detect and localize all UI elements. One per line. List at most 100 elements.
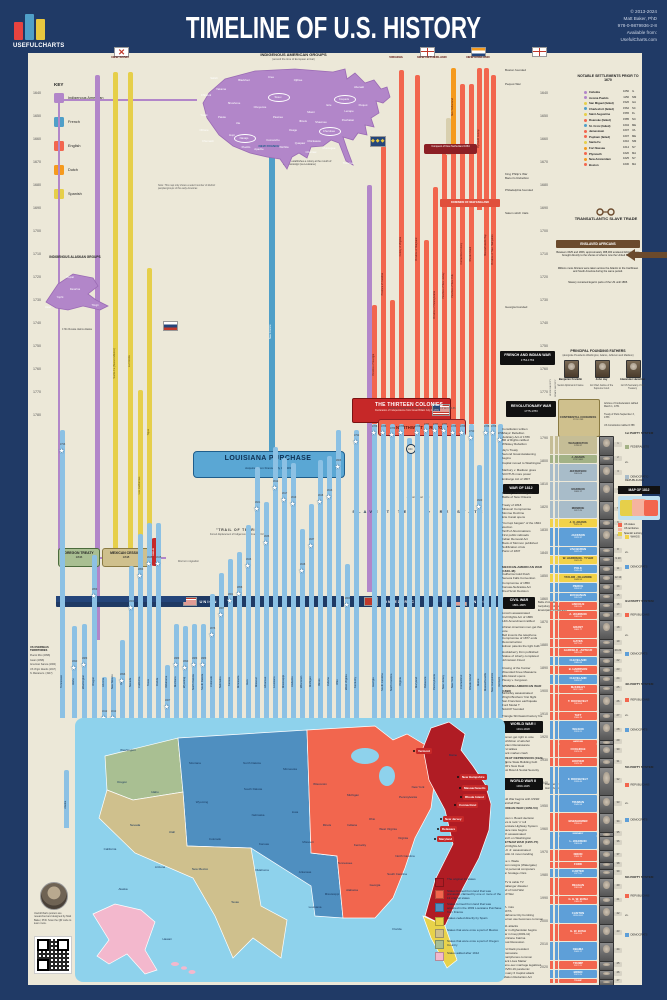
settlement-loc: ME (632, 134, 637, 138)
party-chip: FEDERALISTS (625, 445, 665, 450)
year-tick-right: 1650 (540, 114, 548, 118)
settlement-name: San Miguel (failed) (589, 101, 614, 106)
statehood-star: ★ (226, 597, 233, 605)
president-number: 39 (614, 870, 622, 875)
tribe-label: Pequot (358, 103, 368, 107)
statehood-star: ★ (496, 436, 503, 444)
state-bar: Missouri (255, 467, 260, 718)
event-line: Compromise of 1850 (502, 580, 530, 585)
president-box: VAN BUREN 1837-41 (559, 546, 597, 555)
colony-bar: Massachusetts Bay (484, 68, 489, 424)
state-bar-label: Virginia (399, 677, 403, 687)
year-tick-right: 1950 (540, 804, 548, 808)
house-majority-cell (550, 861, 553, 868)
state-bar: Connecticut (460, 424, 465, 718)
settlement-year: 1604 (623, 123, 629, 127)
president-box: OBAMA 2009-17 (559, 942, 597, 960)
president-number: 7 (614, 534, 622, 539)
statehood-star: ★ (482, 429, 489, 437)
event-block: Women get right to vote Prohibition of al… (502, 735, 545, 755)
statehood-star: ★ (458, 429, 465, 437)
house-majority-cell (550, 744, 553, 758)
party-chip: vs. (625, 714, 629, 718)
year-tick-right: 1680 (540, 183, 548, 187)
state-bar-label: West Virginia (345, 674, 349, 690)
colony-bar-label: Massachusetts Bay (484, 235, 488, 257)
founder-portrait (564, 360, 579, 378)
president-box: HARDING (559, 739, 597, 745)
event-line: Marbury v. Madison gives SCOTUS more pow… (502, 468, 536, 477)
event-block: Closing of the frontier Wounded Knee Mass… (502, 666, 545, 682)
state-bar: Mississippi (282, 458, 287, 718)
settlement-dot (584, 163, 587, 167)
party-system-label: 5th PARTY SYSTEM (625, 764, 654, 769)
colonial-event: Pequot War (505, 81, 521, 86)
slave-trade-arrow-shaft (634, 252, 667, 258)
settlement-loc: SC (632, 106, 636, 110)
event-line: Same-sex marriage legalized (502, 962, 541, 967)
state-bar-label: Delaware (424, 676, 428, 688)
map-1812-image (618, 496, 660, 520)
state-bar: Utah (120, 639, 125, 718)
map-state-label: Michigan (346, 793, 359, 797)
president-box: HOOVER 1929-33 (559, 758, 597, 767)
map-state-label: Utah (168, 830, 176, 834)
key-swatch (54, 93, 64, 103)
statehood-star: ★ (298, 567, 305, 575)
map-legend: The original 13 states States formed from… (435, 877, 503, 963)
event-line: March on Washington (502, 835, 532, 840)
bar-label: Las Californias (138, 476, 141, 495)
statehood-star: ★ (475, 503, 482, 511)
house-majority-cell (550, 905, 553, 923)
settlement-loc: FL (632, 112, 636, 116)
map-state-label: Montana (189, 761, 201, 765)
state-bar: Montana (174, 623, 179, 718)
statehood-year: 1889 (81, 657, 88, 661)
statehood-star: ★ (388, 432, 395, 440)
year-tick-left: 1750 (33, 344, 41, 348)
founder-name: John Jay (595, 378, 608, 381)
president-portrait (599, 528, 614, 548)
president-number: 45 (614, 962, 622, 967)
state-bar: Wyoming (183, 626, 188, 718)
map-state-callout: New Hampshire (460, 774, 487, 780)
civil-war-side-note: Gettysburg Address (538, 605, 559, 609)
timeline-bar: Las Californias (138, 390, 143, 549)
state-bar-label: Massachusetts (484, 673, 488, 691)
house-majority-cell (550, 960, 553, 969)
timeline-bar: La Florida (128, 72, 133, 554)
colony-bar: Plymouth Colony (477, 68, 482, 210)
settlement-name: Plymouth (589, 151, 602, 156)
party-chip: REPUBLICANS (625, 613, 665, 618)
event-line: JFK assassinated (502, 831, 526, 836)
event-line: Battle of New Orleans (502, 495, 532, 500)
majority-strip-header: SENATE MAJORITY (554, 379, 557, 397)
year-tick-right: 1960 (540, 827, 548, 831)
map-1812-legend-label: US states (624, 522, 635, 526)
statehood-year: 1889 (191, 657, 198, 661)
statehood-year: 1867 (218, 606, 225, 610)
event-line: VIETNAM WAR (1955-75) (502, 839, 539, 844)
year-tick-right: 1740 (540, 321, 548, 325)
state-bar: North Dakota (192, 623, 197, 718)
dc-circle: DC (405, 444, 416, 454)
callout-dot (440, 818, 442, 820)
state-bar: Oklahoma (165, 665, 170, 718)
statehood-year: 1912 (110, 710, 117, 714)
house-majority-cell (550, 574, 553, 583)
senate-majority-cell (554, 647, 558, 657)
event-line: Internet use becomes common (502, 917, 544, 922)
president-box: EISENHOWER 1953-61 (559, 813, 597, 831)
state-bar: Kentucky (354, 430, 359, 718)
statehood-star: ★ (316, 498, 323, 506)
president-portrait (599, 794, 614, 815)
event-block: McKinley assassinated Wright Brothers' fi… (502, 691, 545, 711)
alaska-group-label: Tlingit (91, 304, 99, 307)
state-bar: Tennessee (60, 430, 65, 718)
alaska-indigenous-map (38, 264, 113, 314)
russia-claim-note: 1741 Russia claims Alaska (62, 328, 92, 331)
house-majority-cell (550, 518, 553, 528)
event-line: L.A. riots (502, 905, 514, 910)
state-bar: New Hampshire (491, 424, 496, 718)
state-bar-label: New Hampshire (491, 672, 495, 692)
